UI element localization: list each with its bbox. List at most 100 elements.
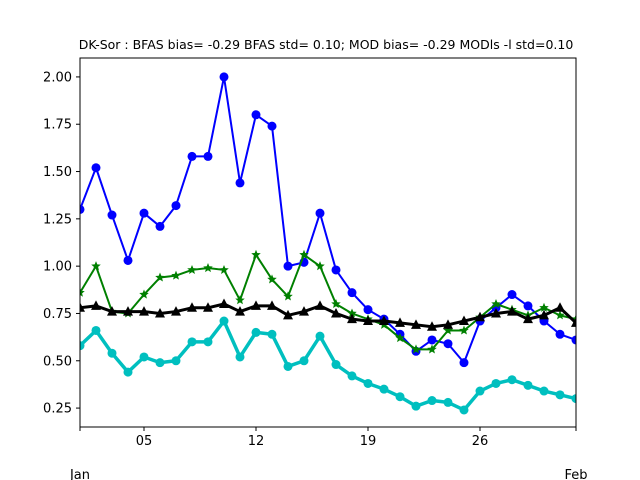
series-3-point [299,356,309,366]
series-0-point [155,221,165,231]
series-3-point [459,405,469,415]
series-2-point [379,315,389,326]
series-2-point [555,302,565,312]
y-tick-label: 0.25 [43,402,72,417]
series-0-point [251,110,261,120]
series-1-point [411,344,421,354]
plot-frame [79,57,577,428]
series-1-point [315,261,325,271]
series-1-point [139,289,149,299]
series-3-point [203,337,213,347]
series-2-point [347,313,357,324]
series-0-point [427,335,437,345]
series-2-point [299,306,309,316]
series-1-point [91,261,101,271]
series-0-point [107,210,117,220]
series-0-point [203,151,213,161]
series-3-point [171,356,181,366]
series-3-point [491,378,501,388]
series-1-point [155,272,165,282]
series-3-point [571,394,576,404]
series-3-point [539,386,549,396]
series-0-point [347,288,357,298]
chart-title: DK-Sor : BFAS bias= -0.29 BFAS std= 0.10… [79,37,574,52]
series-1-point [251,249,261,259]
series-1-point [427,344,437,354]
series-3-point [283,361,293,371]
series-0-point [571,335,576,345]
series-2-point [80,302,85,312]
series-2-point [91,300,101,310]
series-2-point [123,306,133,316]
series-0-point [523,301,533,311]
x-tick-label: 05 [136,434,153,449]
y-tick-label: 0.75 [43,307,72,322]
series-0-point [363,305,373,315]
series-3-point [123,367,133,377]
series-2-point [235,306,245,316]
series-2 [80,298,576,331]
series-3-point [411,401,421,411]
series-3-point [347,371,357,381]
series-1-point [395,333,405,343]
series-3-point [395,392,405,402]
series-3-point [235,352,245,362]
series-1-point [443,325,453,335]
x-month-label: Jan [69,468,90,480]
x-tick-label: 12 [248,434,265,449]
series-2-point [331,307,341,318]
series-2-point [171,306,181,316]
series-2-point [491,307,501,318]
series-2-point [443,319,453,329]
series-1-point [203,263,213,273]
y-tick-label: 1.50 [43,165,72,180]
series-0-point [507,290,517,300]
series-3-point [107,348,117,358]
series-1-point [299,249,309,259]
series-2-point [523,313,533,324]
series-2-point [251,300,261,310]
series-2-point [475,311,485,322]
series-2-point [427,321,437,331]
plot-area [80,72,576,415]
series-3-point [555,390,565,400]
series-2-line [80,302,576,329]
series-0 [80,72,576,368]
axes: 0.25 0.50 0.75 1.00 1.25 1.50 1.75 2.00 05 12 19 26… [43,70,587,480]
series-3-point [91,325,101,335]
series-2-point [411,319,421,329]
series-1-point [555,310,565,320]
series-2-point [203,302,213,312]
series-0-point [219,72,229,82]
series-1-point [219,264,229,274]
series-3-point [443,397,453,407]
series-0-point [459,358,469,368]
series-3-point [363,378,373,388]
series-2-point [139,306,149,316]
series-1-point [267,274,277,284]
y-tick-label: 0.50 [43,354,72,369]
series-3-point [80,341,85,351]
series-0-point [331,265,341,275]
series-3-point [251,327,261,337]
series-3 [80,316,576,415]
series-0-point [267,121,277,131]
series-3-line [80,319,576,412]
series-0-point [187,151,197,161]
series-3-point [155,358,165,368]
y-tick-label: 1.25 [43,212,72,227]
series-2-point [187,302,197,312]
series-3-point [139,352,149,362]
series-3-point [523,380,533,390]
series-0-point [443,339,453,349]
series-2-point [155,307,165,318]
y-tick-label: 2.00 [43,70,72,85]
series-3-point [475,386,485,396]
series-2-point [395,317,405,327]
series-0-line [80,75,576,364]
series-1-point [80,287,85,297]
series-0-point [315,208,325,218]
series-0-point [80,204,85,214]
series-3-point [331,360,341,370]
series-0-point [139,208,149,218]
